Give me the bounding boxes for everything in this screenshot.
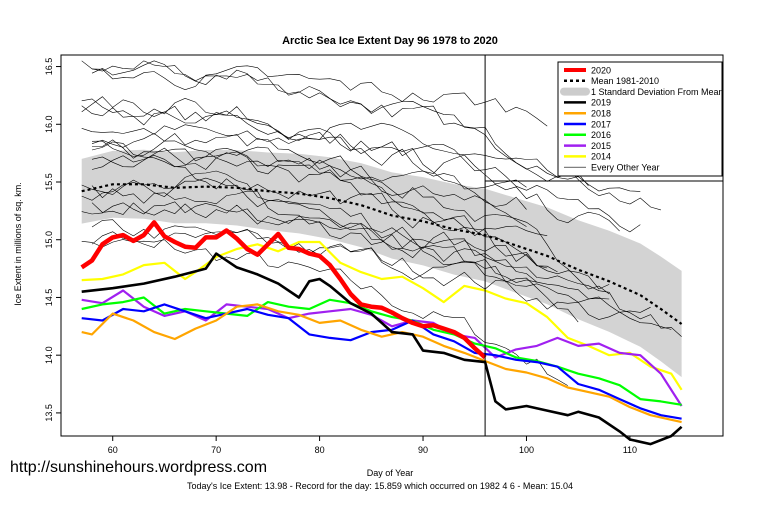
- series-line-2014: [81, 240, 683, 391]
- watermark-url: http://sunshinehours.wordpress.com: [10, 459, 268, 476]
- y-tick-label: 15.0: [44, 231, 54, 249]
- legend-entry: 2019: [591, 98, 611, 108]
- y-tick-label: 16.0: [44, 116, 54, 134]
- y-axis: 13.5 14.0 14.5 15.0 15.5 16.0 16.5: [44, 58, 61, 422]
- legend-entry: 2015: [591, 141, 611, 151]
- other-year-line: [91, 229, 651, 313]
- x-tick-label: 100: [519, 445, 534, 455]
- other-year-line: [81, 170, 579, 323]
- other-year-line: [91, 141, 548, 236]
- other-year-line: [91, 202, 682, 337]
- other-year-line: [92, 139, 548, 269]
- x-tick-label: 90: [418, 445, 428, 455]
- other-year-line: [91, 65, 548, 127]
- x-tick-label: 80: [315, 445, 325, 455]
- series-line-mean-1981-2010: [81, 183, 683, 325]
- other-year-line: [91, 185, 537, 283]
- other-year-line: [81, 97, 527, 210]
- legend-entry: 2017: [591, 119, 611, 129]
- series-line-2019: [81, 252, 683, 446]
- y-tick-label: 14.5: [44, 289, 54, 307]
- footer-stats: Today's Ice Extent: 13.98 - Record for t…: [187, 481, 573, 491]
- legend-entry: 2016: [591, 130, 611, 140]
- x-axis: 60 70 80 90 100 110: [108, 436, 637, 455]
- other-year-line: [91, 219, 672, 330]
- legend-entry: Mean 1981-2010: [591, 76, 659, 86]
- chart-title: Arctic Sea Ice Extent Day 96 1978 to 202…: [282, 35, 498, 47]
- other-year-line: [81, 60, 641, 192]
- other-year-line: [81, 105, 641, 233]
- series-line-2017: [81, 303, 682, 420]
- other-year-line: [81, 96, 589, 187]
- legend-entry: 2020: [591, 65, 611, 75]
- std-deviation-band: [81, 149, 682, 378]
- series-line-2020: [80, 220, 487, 360]
- series-line-2015: [81, 289, 683, 407]
- other-year-line: [91, 140, 620, 232]
- legend-entry: 2018: [591, 109, 611, 119]
- plot-frame: [60, 54, 724, 437]
- x-tick-label: 70: [211, 445, 221, 455]
- other-year-line: [81, 124, 610, 295]
- y-tick-label: 16.5: [44, 58, 54, 76]
- plot-area: [80, 55, 723, 446]
- legend-entry: Every Other Year: [591, 163, 660, 173]
- other-year-line: [91, 146, 527, 227]
- y-tick-label: 14.0: [44, 346, 54, 364]
- series-line-2018: [81, 303, 682, 424]
- legend-entry: 1 Standard Deviation From Mean: [591, 87, 724, 97]
- y-tick-label: 13.5: [44, 404, 54, 422]
- highlight-series-lines: [80, 183, 683, 446]
- x-tick-label: 110: [623, 445, 637, 455]
- x-axis-label: Day of Year: [367, 468, 414, 478]
- y-axis-label: Ice Extent in millions of sq. km.: [13, 182, 23, 306]
- other-year-line: [81, 201, 610, 300]
- x-tick-label: 60: [108, 445, 118, 455]
- y-tick-label: 15.5: [44, 173, 54, 191]
- legend-entry: 2014: [591, 152, 611, 162]
- other-year-line: [91, 154, 610, 290]
